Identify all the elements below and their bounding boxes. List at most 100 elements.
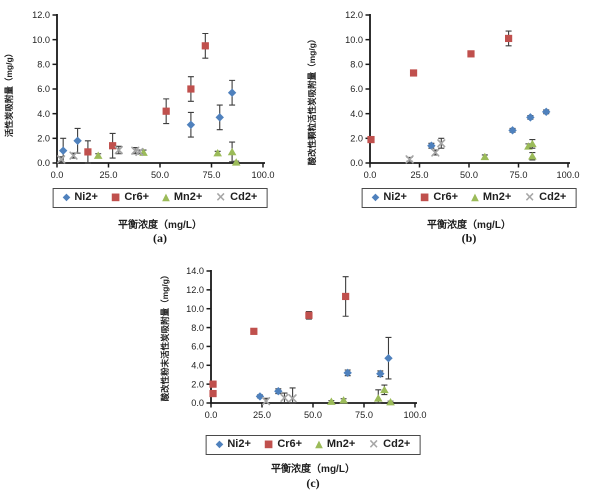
scatter-plot-b: 0.0 2.0 4.0 6.0 8.0 10.0 12.0 0.0 25.0 50.0 75.0 10… [345, 10, 579, 180]
legend-item-mn2: ▲ Mn2+ [162, 191, 202, 204]
triangle-marker-icon: ▲ [471, 191, 479, 203]
panel-caption-b: (b) [461, 231, 477, 245]
legend-item-cr6: ■ Cr6+ [111, 191, 149, 204]
y-axis-title-a: 活性炭吸附量（mg/g） [4, 48, 14, 138]
legend-label: Ni2+ [227, 438, 251, 450]
series-x [405, 137, 446, 164]
series-square [84, 32, 209, 164]
y-tick-label: 12.0 [32, 10, 50, 20]
x-tick-label: 75.0 [510, 170, 528, 180]
legend-box-c: ◆ Ni2+ ■ Cr6+ ▲ Mn2+ × Cd2+ [205, 435, 421, 456]
error-bar [289, 387, 296, 404]
legend-box-b: ◆ Ni2+ ■ Cr6+ ▲ Mn2+ × Cd2+ [361, 188, 577, 209]
legend-item-ni2: ◆ Ni2+ [216, 438, 251, 451]
x-tick-label: 25.0 [253, 410, 271, 420]
square-marker-icon: ■ [419, 191, 430, 203]
scatter-plot-c: 0.0 2.0 4.0 6.0 8.0 10.0 12.0 14.0 0.0 25.0 50.0 75… [186, 266, 426, 420]
scatter-plot-a: 0.0 2.0 4.0 6.0 8.0 10.0 12.0 0.0 25.0 50.0 75.0 10… [32, 10, 274, 180]
panel-caption-a: (a) [153, 231, 167, 245]
y-tick-label: 10.0 [186, 304, 204, 314]
diamond-marker-icon: ◆ [62, 191, 71, 203]
legend-item-cr6: ■ Cr6+ [420, 191, 458, 204]
x-axis-title-a: 平衡浓度（mg/L） [118, 220, 202, 231]
legend-label: Mn2+ [326, 438, 356, 450]
y-tick-label: 0.0 [191, 398, 204, 408]
series-triangle [480, 139, 537, 161]
y-tick-label: 6.0 [350, 84, 363, 94]
y-tick-label: 2.0 [191, 379, 204, 389]
series-square [367, 30, 513, 144]
legend-item-cd2: × Cd2+ [215, 191, 257, 204]
legend-label: Mn2+ [482, 191, 512, 203]
y-tick-label: 0.0 [37, 158, 50, 168]
y-tick-label: 8.0 [350, 60, 363, 70]
y-tick-label: 8.0 [37, 60, 50, 70]
legend-item-ni2: ◆ Ni2+ [63, 191, 98, 204]
series-diamond [58, 79, 237, 164]
axes: 0.0 2.0 4.0 6.0 8.0 10.0 12.0 14.0 0.0 25.0 50.0 75… [186, 266, 426, 420]
x-tick-label: 75.0 [355, 410, 373, 420]
panel-caption-c: (c) [306, 476, 320, 490]
legend-label: Cd2+ [230, 191, 258, 203]
x-tick-label: 50.0 [460, 170, 478, 180]
x-tick-label: 75.0 [203, 170, 221, 180]
legend-label: Cr6+ [124, 191, 150, 203]
triangle-marker-icon: ▲ [162, 191, 170, 203]
diamond-marker-icon: ◆ [371, 191, 380, 203]
x-tick-label: 25.0 [411, 170, 429, 180]
legend-box-a: ◆ Ni2+ ■ Cr6+ ▲ Mn2+ × Cd2+ [52, 188, 268, 209]
series-triangle [327, 384, 395, 406]
y-tick-label: 4.0 [37, 109, 50, 119]
series-diamond [427, 107, 551, 150]
x-tick-label: 100.0 [404, 410, 427, 420]
axes: 0.0 2.0 4.0 6.0 8.0 10.0 12.0 0.0 25.0 50.0 75.0 10… [32, 10, 274, 180]
triangle-marker-icon: ▲ [315, 438, 323, 450]
y-tick-label: 4.0 [191, 360, 204, 370]
series-diamond [255, 336, 393, 401]
chart-panel-b: 0.0 2.0 4.0 6.0 8.0 10.0 12.0 0.0 25.0 50.0 75.0 10… [300, 0, 600, 248]
x-tick-label: 0.0 [205, 410, 218, 420]
y-tick-label: 8.0 [191, 323, 204, 333]
legend-label: Ni2+ [74, 191, 98, 203]
legend-item-cr6: ■ Cr6+ [264, 438, 302, 451]
legend-item-cd2: × Cd2+ [368, 438, 410, 451]
legend-label: Ni2+ [383, 191, 407, 203]
x-tick-label: 0.0 [51, 170, 64, 180]
x-marker-icon: × [368, 437, 380, 453]
diamond-marker-icon: ◆ [215, 438, 224, 450]
series-x [261, 387, 297, 406]
y-tick-label: 12.0 [186, 285, 204, 295]
series-x [56, 145, 144, 164]
y-tick-label: 4.0 [350, 109, 363, 119]
x-marker-icon: × [215, 190, 227, 206]
y-tick-label: 6.0 [37, 84, 50, 94]
x-tick-label: 0.0 [364, 170, 377, 180]
y-tick-label: 0.0 [350, 158, 363, 168]
square-marker-icon: ■ [263, 438, 274, 450]
chart-panel-c: 0.0 2.0 4.0 6.0 8.0 10.0 12.0 14.0 0.0 25.0 50.0 75… [145, 248, 460, 496]
y-axis-title-c: 酸改性粉末活性炭吸附量（mg/g） [160, 270, 170, 402]
legend-label: Cd2+ [539, 191, 567, 203]
x-tick-label: 100.0 [557, 170, 580, 180]
legend-item-cd2: × Cd2+ [524, 191, 566, 204]
x-axis-title-b: 平衡浓度（mg/L） [427, 220, 511, 231]
legend-label: Mn2+ [173, 191, 203, 203]
axes: 0.0 2.0 4.0 6.0 8.0 10.0 12.0 0.0 25.0 50.0 75.0 10… [345, 10, 579, 180]
square-marker-icon: ■ [110, 191, 121, 203]
legend-label: Cd2+ [383, 438, 411, 450]
series-square [209, 276, 350, 398]
y-tick-label: 12.0 [345, 10, 363, 20]
x-tick-label: 25.0 [100, 170, 118, 180]
legend-label: Cr6+ [277, 438, 303, 450]
x-axis-title-c: 平衡浓度（mg/L） [271, 464, 355, 475]
legend-item-mn2: ▲ Mn2+ [315, 438, 355, 451]
x-tick-label: 50.0 [304, 410, 322, 420]
legend-item-mn2: ▲ Mn2+ [471, 191, 511, 204]
x-tick-label: 100.0 [252, 170, 275, 180]
x-tick-label: 50.0 [151, 170, 169, 180]
y-tick-label: 2.0 [350, 134, 363, 144]
legend-item-ni2: ◆ Ni2+ [372, 191, 407, 204]
legend-label: Cr6+ [433, 191, 459, 203]
y-tick-label: 14.0 [186, 266, 204, 276]
